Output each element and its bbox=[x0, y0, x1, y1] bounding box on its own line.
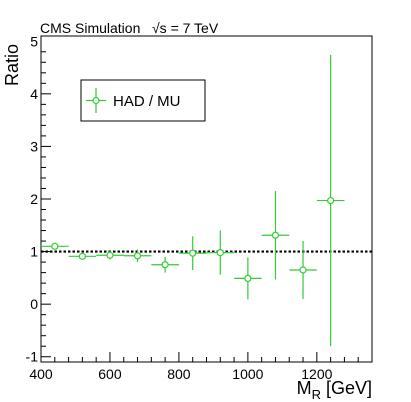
x-tick-label: 1000 bbox=[232, 366, 263, 382]
x-axis-title-main: M bbox=[297, 378, 312, 398]
y-tick-label: 5 bbox=[30, 33, 38, 49]
data-point bbox=[178, 236, 207, 270]
x-axis-title-unit: [GeV] bbox=[321, 378, 372, 398]
x-axis-title: MR [GeV] bbox=[297, 378, 372, 402]
data-point bbox=[68, 252, 97, 260]
data-point bbox=[123, 249, 152, 263]
point-marker bbox=[106, 251, 114, 259]
point-marker bbox=[133, 252, 142, 260]
point-marker bbox=[327, 196, 335, 205]
point-marker bbox=[51, 242, 59, 250]
data-point bbox=[289, 241, 317, 299]
x-tick-label: 1200 bbox=[301, 366, 332, 382]
data-point bbox=[261, 191, 290, 280]
y-tick-label: 1 bbox=[30, 244, 38, 260]
energy-label: √s = 7 TeV bbox=[152, 20, 219, 36]
y-axis: -1 0 1 2 3 4 5 bbox=[26, 33, 51, 365]
y-axis-title: Ratio bbox=[2, 44, 22, 86]
point-marker bbox=[78, 252, 86, 260]
legend-label: HAD / MU bbox=[113, 93, 181, 110]
point-marker bbox=[216, 249, 224, 257]
x-tick-label: 400 bbox=[29, 366, 53, 382]
data-point bbox=[41, 242, 69, 250]
y-tick-label: 2 bbox=[30, 191, 38, 207]
x-tick-label: 800 bbox=[167, 366, 191, 382]
x-tick-label: 600 bbox=[98, 366, 122, 382]
y-tick-label: 0 bbox=[30, 296, 38, 312]
point-marker bbox=[161, 261, 169, 269]
data-point bbox=[151, 256, 179, 273]
x-axis-title-subscript: R bbox=[312, 387, 321, 402]
y-tick-label: 3 bbox=[30, 138, 38, 154]
data-point bbox=[316, 54, 345, 347]
y-tick-label: 4 bbox=[30, 86, 38, 102]
legend: HAD / MU bbox=[80, 79, 206, 122]
data-point bbox=[234, 257, 262, 300]
cms-simulation-label: CMS Simulation bbox=[40, 20, 140, 36]
legend-marker-dot bbox=[92, 96, 100, 105]
point-marker bbox=[271, 231, 280, 239]
data-point bbox=[96, 251, 124, 260]
point-marker bbox=[189, 249, 197, 257]
data-point bbox=[206, 230, 235, 275]
point-marker bbox=[244, 274, 252, 282]
y-tick-label: -1 bbox=[26, 349, 39, 365]
x-axis: 400 600 800 1000 1200 bbox=[29, 352, 373, 382]
point-marker bbox=[299, 266, 307, 274]
data-points bbox=[41, 54, 345, 347]
